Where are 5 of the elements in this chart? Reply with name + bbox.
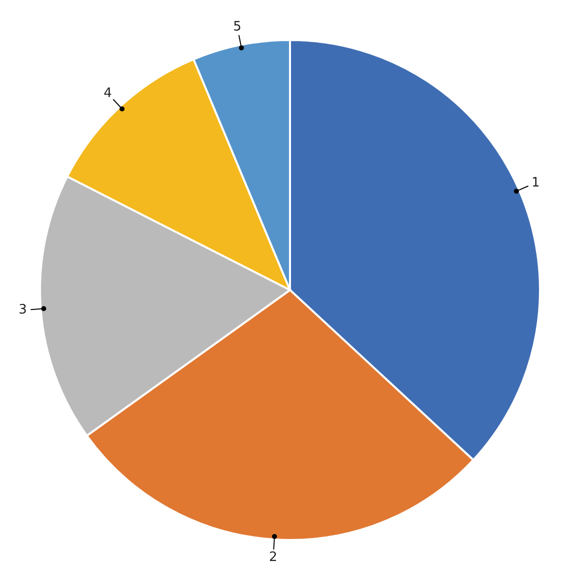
slice-label: 3 xyxy=(18,302,27,318)
slice-label: 1 xyxy=(531,175,540,190)
slice-label: 4 xyxy=(104,86,112,101)
slice-label: 2 xyxy=(269,550,278,565)
slice-label: 5 xyxy=(233,20,242,35)
